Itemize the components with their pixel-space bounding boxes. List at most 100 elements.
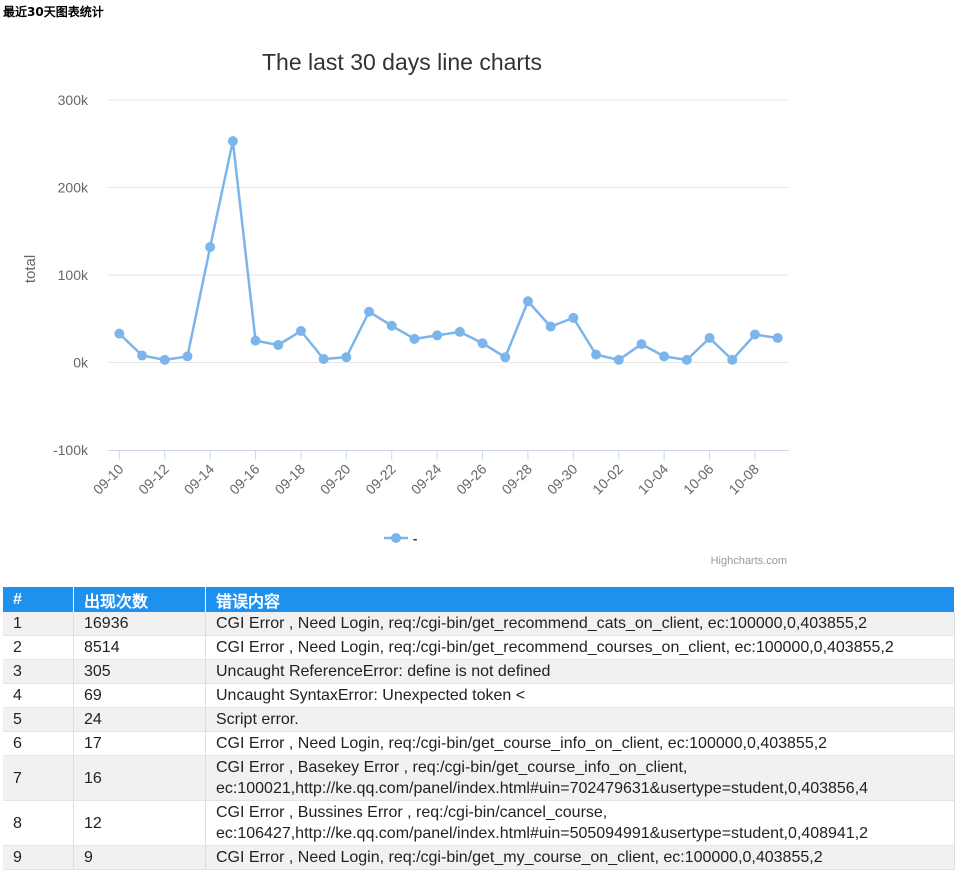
- data-point[interactable]: [727, 354, 738, 365]
- x-tick-label: 09-16: [226, 461, 263, 498]
- data-point[interactable]: [386, 320, 397, 331]
- table-body: 1 16936 CGI Error , Need Login, req:/cgi-b…: [3, 612, 955, 870]
- row-index: 1: [3, 612, 74, 636]
- x-tick-label: 10-08: [725, 461, 762, 498]
- data-point[interactable]: [250, 335, 261, 346]
- data-point[interactable]: [545, 321, 556, 332]
- data-point[interactable]: [636, 339, 647, 350]
- data-point[interactable]: [318, 354, 329, 364]
- legend[interactable]: -: [384, 531, 417, 546]
- data-point[interactable]: [182, 351, 193, 362]
- data-point[interactable]: [364, 306, 375, 317]
- data-point[interactable]: [659, 351, 670, 362]
- data-point[interactable]: [568, 312, 579, 323]
- row-count: 69: [73, 683, 206, 708]
- x-tick-label: 10-04: [635, 461, 672, 498]
- x-tick-label: 09-28: [498, 461, 535, 498]
- row-index: 9: [3, 845, 74, 870]
- series-line: [118, 139, 778, 362]
- x-tick-label: 10-06: [680, 461, 717, 498]
- data-point[interactable]: [273, 340, 284, 350]
- row-index: 3: [3, 659, 74, 684]
- data-point[interactable]: [454, 326, 465, 337]
- y-tick-label: 200k: [58, 180, 89, 196]
- row-count: 12: [73, 800, 206, 846]
- data-point[interactable]: [227, 136, 238, 147]
- table-row: 3 305 Uncaught ReferenceError: define is n…: [3, 659, 955, 684]
- x-tick-label: 09-22: [362, 461, 399, 498]
- chart-title: The last 30 days line charts: [262, 49, 542, 75]
- x-tick-label: 09-12: [135, 461, 172, 498]
- data-point[interactable]: [613, 354, 624, 365]
- row-index: 6: [3, 731, 74, 756]
- table-row: 7 16 CGI Error , Basekey Error , req:/cgi-…: [3, 755, 955, 801]
- header-count: 出现次数: [73, 587, 206, 612]
- x-tick-label: 09-10: [90, 461, 127, 498]
- table-row: 8 12 CGI Error , Bussines Error , req:/cgi…: [3, 800, 955, 846]
- row-count: 9: [73, 845, 206, 870]
- row-index: 8: [3, 800, 74, 846]
- x-tick-label: 09-24: [408, 461, 445, 498]
- row-index: 2: [3, 635, 74, 660]
- data-point[interactable]: [205, 242, 216, 252]
- x-axis-ticks: 09-10 09-12 09-14 09-16 09-18 09-20 09-22 09-24…: [90, 450, 762, 497]
- row-count: 305: [73, 659, 206, 684]
- x-tick-label: 09-18: [271, 461, 308, 498]
- page-heading: 最近30天图表统计: [3, 5, 104, 19]
- data-point[interactable]: [681, 354, 692, 365]
- data-point[interactable]: [749, 329, 760, 340]
- data-point[interactable]: [409, 333, 420, 344]
- y-tick-label: 300k: [58, 92, 89, 108]
- table-row: 1 16936 CGI Error , Need Login, req:/cgi-b…: [3, 612, 955, 636]
- table-row: 9 9 CGI Error , Need Login, req:/cgi-bin/g…: [3, 845, 955, 870]
- y-tick-label: 100k: [58, 267, 89, 283]
- data-point[interactable]: [522, 296, 533, 307]
- row-error-content: Uncaught ReferenceError: define is not d…: [205, 659, 955, 684]
- x-tick-label: 09-26: [453, 461, 490, 498]
- y-tick-label: -100k: [53, 442, 89, 458]
- row-count: 16: [73, 755, 206, 801]
- y-axis-title: total: [22, 255, 39, 283]
- header-index: #: [3, 587, 74, 612]
- x-tick-label: 09-20: [317, 461, 354, 498]
- data-point[interactable]: [137, 350, 148, 361]
- line-chart: The last 30 days line charts -100k 0k 100k…: [0, 28, 800, 578]
- data-point[interactable]: [772, 333, 783, 343]
- data-point[interactable]: [295, 326, 306, 336]
- chart-svg: The last 30 days line charts -100k 0k 100k…: [22, 49, 789, 567]
- table-row: 2 8514 CGI Error , Need Login, req:/cgi-bi…: [3, 635, 955, 660]
- gridlines: [108, 99, 789, 363]
- data-point[interactable]: [159, 354, 170, 365]
- data-point[interactable]: [341, 352, 352, 363]
- header-error-content: 错误内容: [205, 587, 955, 612]
- row-error-content: Script error.: [205, 707, 955, 732]
- row-error-content: CGI Error , Bussines Error , req:/cgi-bi…: [205, 800, 955, 846]
- error-table: # 出现次数 错误内容 1 16936 CGI Error , Need Login…: [3, 587, 955, 870]
- row-error-content: Uncaught SyntaxError: Unexpected token <: [205, 683, 955, 708]
- row-error-content: CGI Error , Need Login, req:/cgi-bin/get…: [205, 845, 955, 870]
- x-tick-label: 09-14: [181, 461, 218, 498]
- row-error-content: CGI Error , Need Login, req:/cgi-bin/get…: [205, 635, 955, 660]
- row-index: 4: [3, 683, 74, 708]
- row-index: 5: [3, 707, 74, 732]
- row-count: 8514: [73, 635, 206, 660]
- data-point[interactable]: [477, 338, 488, 349]
- data-point[interactable]: [704, 333, 715, 343]
- row-error-content: CGI Error , Basekey Error , req:/cgi-bin…: [205, 755, 955, 801]
- data-point[interactable]: [591, 349, 602, 360]
- data-point[interactable]: [114, 328, 125, 339]
- y-tick-label: 0k: [73, 355, 89, 371]
- row-error-content: CGI Error , Need Login, req:/cgi-bin/get…: [205, 731, 955, 756]
- row-error-content: CGI Error , Need Login, req:/cgi-bin/get…: [205, 612, 955, 636]
- table-row: 4 69 Uncaught SyntaxError: Unexpected toke…: [3, 683, 955, 708]
- table-row: 6 17 CGI Error , Need Login, req:/cgi-bin/…: [3, 731, 955, 756]
- row-count: 24: [73, 707, 206, 732]
- data-point[interactable]: [432, 330, 443, 341]
- row-index: 7: [3, 755, 74, 801]
- legend-label[interactable]: -: [413, 531, 417, 546]
- table-row: 5 24 Script error.: [3, 707, 955, 732]
- credits-link[interactable]: Highcharts.com: [711, 555, 787, 567]
- data-point[interactable]: [500, 352, 511, 363]
- row-count: 16936: [73, 612, 206, 636]
- legend-marker: [391, 533, 401, 543]
